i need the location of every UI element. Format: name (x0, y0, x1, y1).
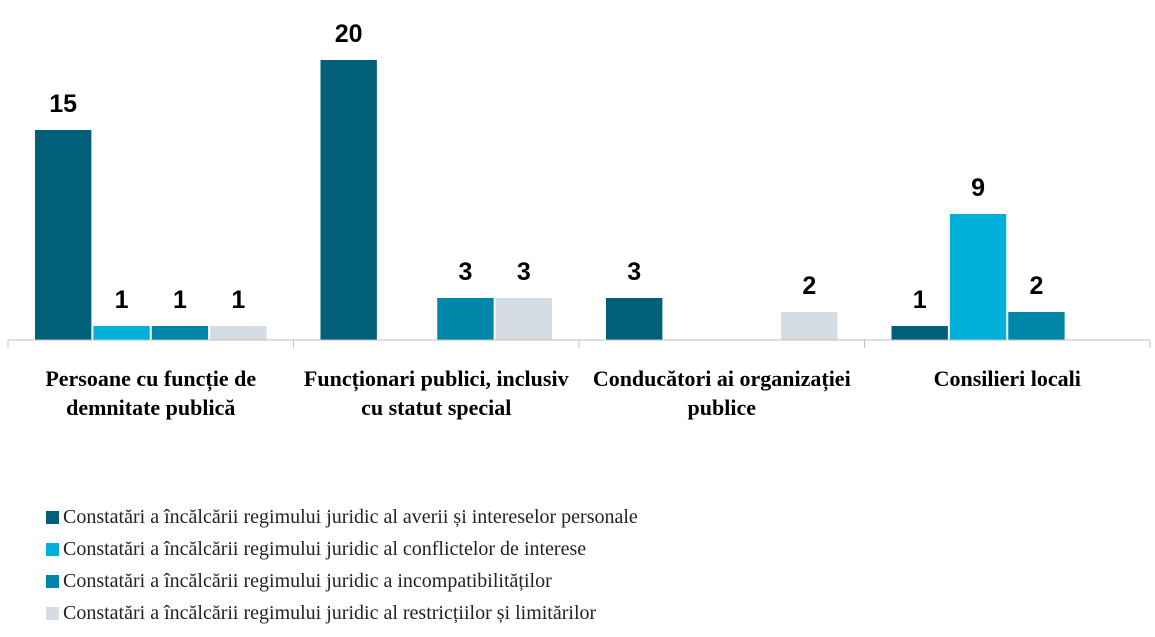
bar (495, 298, 552, 340)
legend-swatch (46, 543, 59, 556)
data-label: 3 (458, 258, 472, 286)
x-tick-label: Persoane cu funcție de demnitate publică (45, 366, 257, 420)
legend-item: Constatări a încălcării regimului juridi… (46, 602, 596, 625)
bar (210, 326, 267, 340)
legend-swatch (46, 511, 59, 524)
bar (151, 326, 209, 340)
data-label: 2 (802, 272, 816, 300)
legend-label: Constatări a încălcării regimului juridi… (63, 538, 587, 560)
data-label: 9 (971, 174, 985, 202)
data-label: 3 (517, 258, 531, 286)
bar (949, 214, 1007, 340)
legend-item: Constatări a încălcării regimului juridi… (46, 506, 638, 529)
data-label: 1 (913, 286, 927, 314)
legend-label: Constatări a încălcării regimului juridi… (63, 602, 597, 624)
data-label: 1 (173, 286, 187, 314)
legend-swatch (46, 575, 59, 588)
bar (320, 60, 377, 340)
bar (781, 312, 838, 340)
data-label: 1 (115, 286, 129, 314)
legend-item: Constatări a încălcării regimului juridi… (46, 570, 552, 593)
x-tick-label: Conducători ai organizației publice (592, 366, 851, 420)
legend-label: Constatări a încălcării regimului juridi… (63, 570, 552, 592)
x-tick-label: Consilieri locali (933, 366, 1081, 391)
data-label: 15 (49, 90, 77, 118)
bar (437, 298, 494, 340)
data-label: 3 (627, 258, 641, 286)
bar (1008, 312, 1065, 340)
data-label: 2 (1029, 272, 1043, 300)
x-tick-label: Funcționari publici, inclusiv cu statut … (303, 366, 569, 420)
legend-swatch (46, 607, 59, 620)
legend-item: Constatări a încălcării regimului juridi… (46, 538, 586, 561)
bar (35, 130, 92, 340)
data-label: 20 (335, 20, 363, 48)
data-label: 1 (231, 286, 245, 314)
legend-label: Constatări a încălcării regimului juridi… (63, 506, 638, 528)
bar (93, 326, 150, 340)
bar (606, 298, 663, 340)
bar (891, 326, 948, 340)
